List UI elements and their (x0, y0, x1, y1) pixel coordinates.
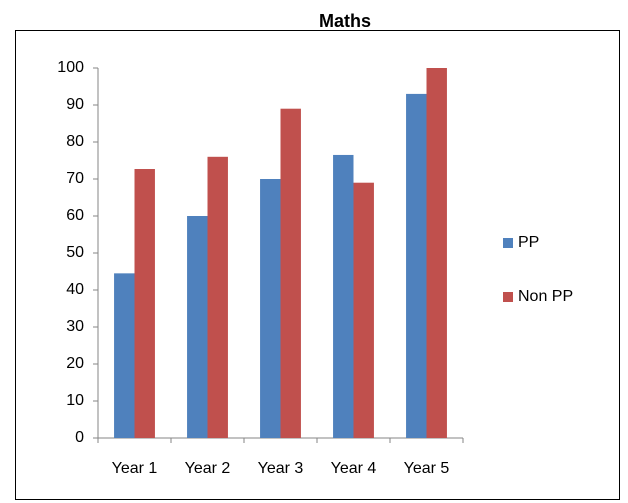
bar (426, 68, 447, 438)
y-tick-label: 70 (66, 170, 84, 187)
y-tick-label: 80 (66, 133, 84, 150)
y-tick-label: 30 (66, 318, 84, 335)
x-tick-label: Year 5 (404, 460, 450, 477)
chart-frame (15, 30, 620, 500)
bar (260, 179, 281, 438)
y-tick-label: 20 (66, 355, 84, 372)
y-tick-label: 60 (66, 207, 84, 224)
bar (353, 182, 374, 438)
y-tick-label: 50 (66, 244, 84, 261)
bar (406, 93, 427, 439)
bar (207, 156, 228, 439)
x-tick-label: Year 2 (185, 460, 231, 477)
bar (333, 154, 354, 438)
bar (187, 216, 208, 438)
legend-label: Non PP (518, 288, 573, 305)
y-tick-label: 100 (57, 59, 84, 76)
y-tick-label: 0 (75, 429, 84, 446)
y-tick-label: 40 (66, 281, 84, 298)
x-tick-label: Year 3 (258, 460, 304, 477)
x-tick-label: Year 1 (112, 460, 158, 477)
y-tick-label: 90 (66, 96, 84, 113)
y-tick-label: 10 (66, 392, 84, 409)
legend-label: PP (518, 234, 539, 251)
legend-swatch (503, 292, 513, 302)
bar (114, 273, 135, 438)
bar (280, 108, 301, 438)
legend-swatch (503, 238, 513, 248)
bar (134, 169, 155, 438)
x-tick-label: Year 4 (331, 460, 377, 477)
chart-title: Maths (319, 11, 371, 31)
